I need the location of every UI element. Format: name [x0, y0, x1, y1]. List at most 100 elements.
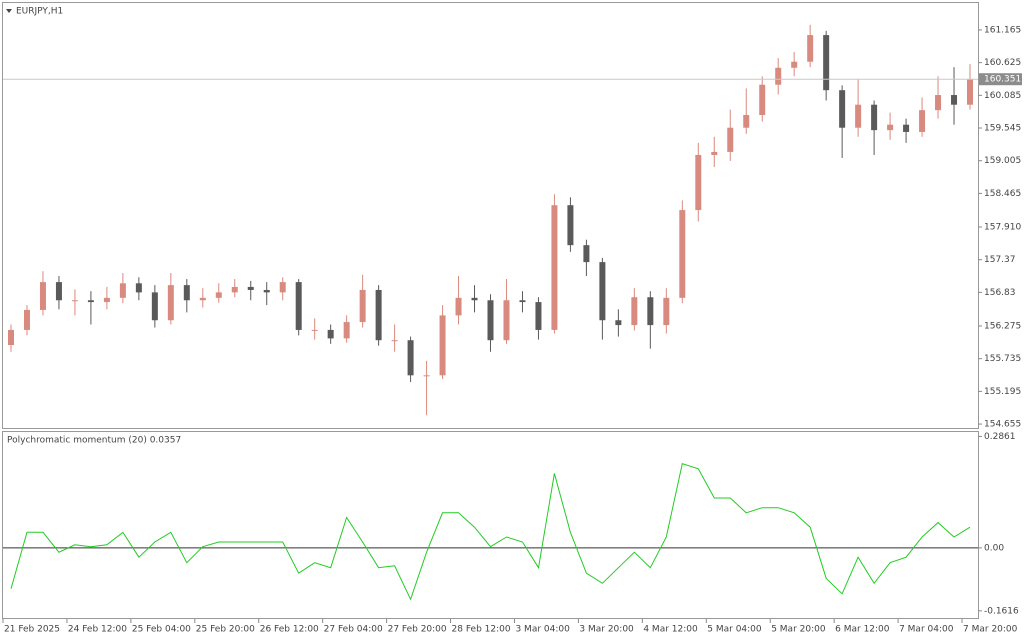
x-tick-label: 5 Mar 20:00 [771, 625, 826, 635]
candle-body [855, 104, 862, 128]
y-tick-label: 154.655 [984, 420, 1021, 430]
candle-body [871, 104, 878, 131]
y-tick-label: 161.165 [984, 25, 1021, 35]
last-price-box [979, 73, 1022, 86]
y-tick-label: 0.00 [984, 543, 1004, 553]
candle-body [423, 375, 430, 377]
candle-body [151, 292, 158, 321]
y-tick-label: 157.37 [984, 255, 1016, 265]
candle-body [327, 329, 334, 339]
candle-body [471, 297, 478, 301]
indicator-panel [2, 431, 979, 619]
y-tick-label: 159.545 [984, 124, 1021, 134]
candle-body [823, 35, 830, 91]
candle-body [743, 115, 750, 128]
menu-arrow[interactable] [6, 9, 12, 13]
y-tick-label: 160.625 [984, 58, 1021, 68]
candle-body [359, 289, 366, 323]
x-tick-label: 3 Mar 20:00 [579, 625, 634, 635]
candle-body [663, 297, 670, 326]
y-tick-label: 158.465 [984, 189, 1021, 199]
candle-body [903, 124, 910, 132]
candle-body [551, 205, 558, 330]
candle-body [23, 309, 30, 330]
candle-body [535, 302, 542, 330]
candle-body [407, 340, 414, 376]
last-price-label: 160.351 [984, 75, 1021, 85]
x-tick-label: 27 Feb 04:00 [324, 625, 383, 635]
candle-body [135, 283, 142, 293]
candle-body [231, 286, 238, 293]
candle-body [199, 297, 206, 301]
candle-body [951, 95, 958, 105]
indicator-title: Polychromatic momentum (20) 0.0357 [7, 436, 181, 446]
momentum-line [10, 463, 971, 601]
y-tick-label: 0.2861 [984, 432, 1016, 442]
candle-body [39, 282, 46, 310]
candle-body [167, 285, 174, 321]
candle-body [71, 300, 78, 302]
candle-body [935, 95, 942, 111]
candle-body [519, 300, 526, 303]
x-tick-label: 3 Mar 04:00 [515, 625, 570, 635]
x-tick-label: 28 Feb 12:00 [452, 625, 511, 635]
x-tick-label: 7 Mar 20:00 [963, 625, 1018, 635]
candle-body [215, 292, 222, 298]
candle-body [791, 61, 798, 68]
candle-body [919, 110, 926, 132]
candle-body [375, 289, 382, 341]
x-tick-label: 5 Mar 04:00 [707, 625, 762, 635]
y-tick-label: 155.195 [984, 387, 1021, 397]
candle-body [631, 297, 638, 326]
candle-body [711, 151, 718, 155]
x-tick-label: 25 Feb 20:00 [196, 625, 255, 635]
y-tick-label: 156.83 [984, 288, 1016, 298]
candle-body [343, 322, 350, 339]
x-tick-label: 25 Feb 04:00 [132, 625, 191, 635]
y-tick-label: 157.910 [984, 223, 1021, 233]
candle-body [295, 282, 302, 330]
candle-body [183, 285, 190, 301]
candle-body [311, 329, 318, 331]
y-tick-label: 156.275 [984, 321, 1021, 331]
candle-body [583, 245, 590, 263]
candle-body [759, 84, 766, 116]
candle-body [391, 340, 398, 342]
candle-body [695, 154, 702, 211]
y-tick-label: 160.085 [984, 91, 1021, 101]
y-tick-label: -0.1616 [984, 606, 1019, 616]
symbol-title: EURJPY,H1 [16, 7, 63, 17]
y-tick-label: 159.005 [984, 156, 1021, 166]
candle-body [647, 297, 654, 326]
candle-body [87, 300, 94, 303]
candle-body [807, 35, 814, 62]
candle-body [599, 262, 606, 321]
candle-body [567, 205, 574, 246]
y-tick-label: 155.735 [984, 354, 1021, 364]
candle-body [7, 329, 14, 346]
x-tick-label: 24 Feb 12:00 [68, 625, 127, 635]
candle-body [279, 282, 286, 293]
x-tick-label: 27 Feb 20:00 [388, 625, 447, 635]
candle-body [887, 124, 894, 131]
candle-body [263, 289, 270, 293]
candle-body [119, 283, 126, 298]
x-tick-label: 21 Feb 2025 [4, 625, 60, 635]
candle-body [103, 297, 110, 303]
candle-body [487, 300, 494, 341]
candle-body [455, 297, 462, 316]
x-tick-label: 26 Feb 12:00 [260, 625, 319, 635]
candle-body [775, 67, 782, 85]
main-panel [2, 2, 979, 429]
x-tick-label: 7 Mar 04:00 [899, 625, 954, 635]
candle-body [679, 210, 686, 298]
x-tick-label: 6 Mar 12:00 [835, 625, 890, 635]
candle-body [967, 79, 974, 105]
candle-body [247, 286, 254, 290]
candle-body [615, 320, 622, 326]
candle-body [839, 90, 846, 128]
candle-body [55, 282, 62, 301]
candle-body [503, 300, 510, 341]
x-tick-label: 4 Mar 12:00 [643, 625, 698, 635]
